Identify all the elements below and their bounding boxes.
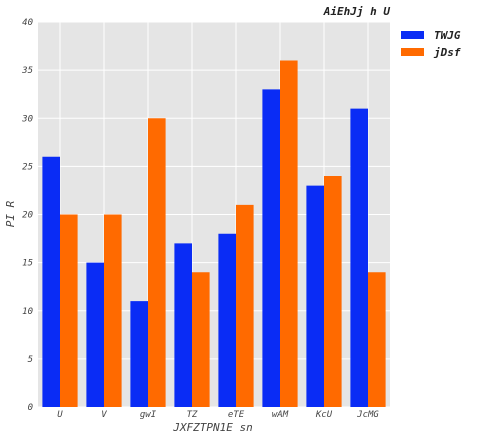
bar-TWJG-eTE <box>218 233 236 407</box>
x-tick-label: eTE <box>228 410 245 420</box>
bar-jDsf-JcMG <box>368 272 386 407</box>
y-tick-label: 40 <box>22 18 33 28</box>
bar-jDsf-wAM <box>280 60 298 407</box>
y-tick-label: 20 <box>22 211 33 221</box>
y-tick-label: 10 <box>22 307 33 317</box>
x-tick-label: V <box>101 410 107 420</box>
x-axis-title: JXFZTPN1E sn <box>172 421 252 434</box>
x-tick-label: wAM <box>272 410 289 420</box>
legend-label: jDsf <box>433 46 461 59</box>
y-tick-label: 0 <box>28 403 33 413</box>
bar-TWJG-KcU <box>306 185 324 407</box>
y-tick-label: 30 <box>21 114 33 124</box>
y-axis-ticks: 0 5 10 15 20 25 30 35 40 <box>21 18 33 413</box>
bar-jDsf-gwI <box>148 118 166 407</box>
bar-TWJG-V <box>86 262 104 407</box>
bars <box>42 60 386 407</box>
bar-TWJG-gwI <box>130 301 148 407</box>
bar-jDsf-KcU <box>324 176 342 407</box>
y-tick-label: 5 <box>28 355 33 365</box>
legend-swatch <box>401 31 424 39</box>
bar-jDsf-U <box>60 214 78 407</box>
x-tick-label: U <box>57 410 63 420</box>
legend: TWJG jDsf <box>401 29 461 59</box>
legend-label: TWJG <box>434 29 461 42</box>
chart-title: AiEhJj h U <box>323 5 391 18</box>
x-tick-label: TZ <box>187 410 198 420</box>
bar-jDsf-TZ <box>192 272 210 407</box>
x-tick-label: KcU <box>315 410 333 420</box>
bar-TWJG-TZ <box>174 243 192 407</box>
bar-TWJG-U <box>42 156 60 407</box>
y-tick-label: 25 <box>22 162 33 172</box>
bar-TWJG-JcMG <box>350 108 368 407</box>
y-axis-title: PI R <box>4 200 17 227</box>
legend-swatch <box>401 48 424 56</box>
y-tick-label: 35 <box>21 66 33 76</box>
y-tick-label: 15 <box>22 259 33 269</box>
bar-jDsf-eTE <box>236 204 254 407</box>
x-tick-label: JcMG <box>356 410 379 420</box>
bar-TWJG-wAM <box>262 89 280 407</box>
x-tick-label: gwI <box>140 410 157 420</box>
bar-jDsf-V <box>104 214 122 407</box>
